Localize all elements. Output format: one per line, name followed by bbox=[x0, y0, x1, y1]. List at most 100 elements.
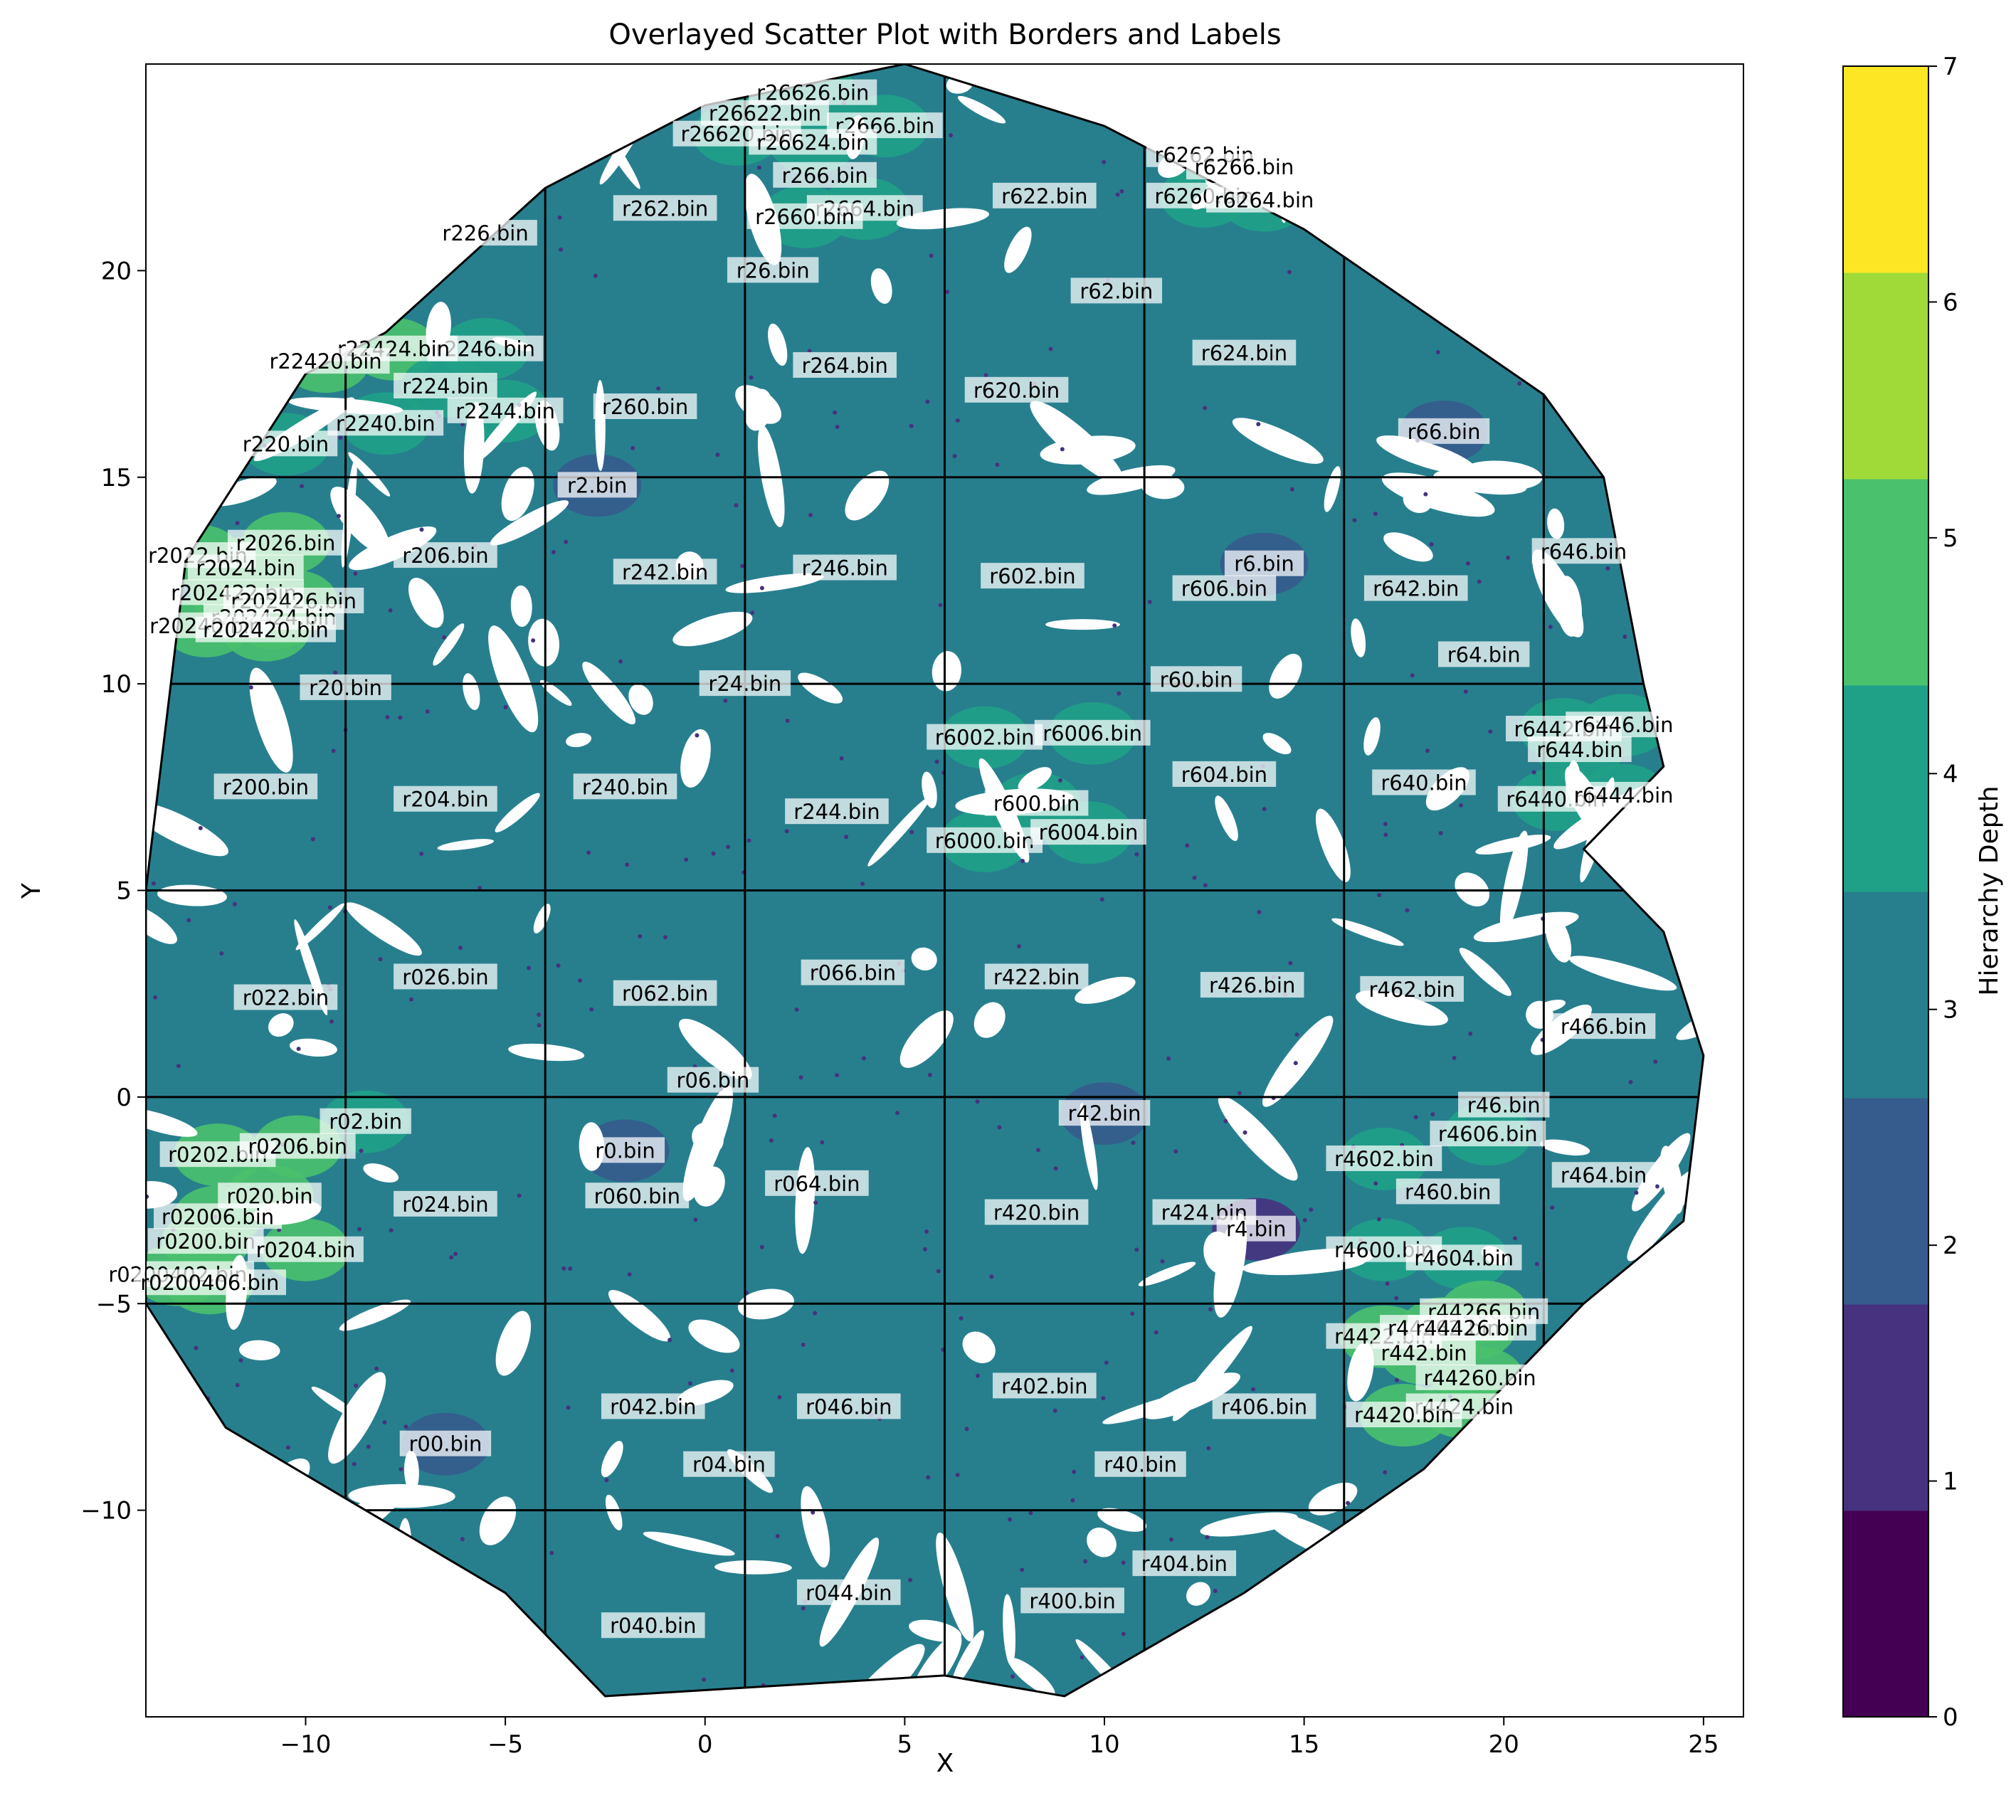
region-label: r204.bin bbox=[394, 785, 497, 812]
region-label: r64.bin bbox=[1437, 641, 1530, 667]
region-label: r046.bin bbox=[797, 1393, 901, 1419]
region-label-text: r26624.bin bbox=[756, 130, 869, 154]
region-label-text: r040.bin bbox=[610, 1614, 696, 1638]
region-label: r2.bin bbox=[557, 472, 637, 498]
region-label: r040.bin bbox=[601, 1612, 705, 1639]
region-label: r606.bin bbox=[1172, 575, 1277, 601]
region-label-text: r466.bin bbox=[1561, 1015, 1647, 1039]
region-label: r200.bin bbox=[213, 773, 318, 800]
region-label: r220.bin bbox=[233, 430, 338, 457]
region-label: r260.bin bbox=[593, 393, 697, 420]
region-label: r224.bin bbox=[394, 372, 497, 398]
region-label: r266.bin bbox=[773, 162, 877, 188]
colorbar-band bbox=[1843, 273, 1928, 480]
region-label: r2024.bin bbox=[187, 554, 304, 581]
region-label-text: r64.bin bbox=[1447, 642, 1521, 667]
region-label: r042.bin bbox=[601, 1393, 705, 1419]
region-label-text: r202420.bin bbox=[203, 618, 329, 642]
region-label: r42.bin bbox=[1058, 1100, 1151, 1126]
region-label-text: r240.bin bbox=[582, 775, 668, 799]
region-label-text: r622.bin bbox=[1001, 184, 1087, 208]
region-label: r6444.bin bbox=[1566, 781, 1682, 808]
region-label: r462.bin bbox=[1360, 975, 1464, 1002]
region-label: r060.bin bbox=[585, 1183, 690, 1209]
region-label-text: r06.bin bbox=[677, 1069, 750, 1093]
region-label-text: r642.bin bbox=[1373, 577, 1459, 601]
region-label: r0200.bin bbox=[147, 1228, 264, 1254]
region-label: r066.bin bbox=[801, 959, 905, 985]
region-label: r624.bin bbox=[1192, 339, 1297, 366]
colorbar-band bbox=[1843, 1304, 1928, 1511]
region-label: r226.bin bbox=[433, 220, 537, 246]
region-label-text: r46.bin bbox=[1467, 1093, 1541, 1117]
colorbar-tick-label: 0 bbox=[1943, 1703, 1958, 1732]
region-label: r640.bin bbox=[1372, 769, 1476, 795]
region-label: r622.bin bbox=[993, 182, 1097, 208]
region-label: r02006.bin bbox=[154, 1203, 283, 1229]
region-label-text: r646.bin bbox=[1541, 539, 1627, 564]
region-label-text: r6002.bin bbox=[935, 726, 1035, 750]
region-label-text: r6446.bin bbox=[1574, 713, 1674, 737]
region-label: r602.bin bbox=[981, 563, 1084, 589]
region-label: r6004.bin bbox=[1030, 819, 1146, 845]
region-label: r46.bin bbox=[1458, 1091, 1550, 1118]
region-label: r62.bin bbox=[1070, 277, 1163, 304]
region-label-text: r40.bin bbox=[1104, 1453, 1177, 1477]
region-label-text: r460.bin bbox=[1405, 1180, 1491, 1204]
region-label-text: r600.bin bbox=[993, 792, 1080, 816]
y-tick-label: 5 bbox=[116, 877, 132, 906]
colorbar-band bbox=[1843, 66, 1928, 273]
region-label-text: r22420.bin bbox=[269, 349, 381, 374]
region-label-text: r246.bin bbox=[802, 556, 888, 581]
region-label: r6446.bin bbox=[1566, 711, 1682, 738]
region-label-text: r0200.bin bbox=[156, 1229, 255, 1254]
colorbar-band bbox=[1843, 1511, 1928, 1718]
x-tick-label: 15 bbox=[1289, 1730, 1319, 1759]
region-label-text: r462.bin bbox=[1368, 978, 1455, 1002]
region-label-text: r244.bin bbox=[793, 800, 880, 824]
region-label: r406.bin bbox=[1212, 1393, 1316, 1419]
y-tick-label: 0 bbox=[116, 1084, 132, 1112]
region-label-text: r226.bin bbox=[442, 221, 528, 245]
region-label: r604.bin bbox=[1172, 761, 1277, 787]
region-label: r06.bin bbox=[667, 1067, 759, 1093]
region-label: r246.bin bbox=[793, 554, 897, 581]
x-tick-label: 20 bbox=[1489, 1730, 1519, 1759]
region-label: r442.bin bbox=[1372, 1339, 1476, 1365]
colorbar-band bbox=[1843, 892, 1928, 1099]
region-label: r2660.bin bbox=[746, 203, 863, 229]
region-label: r242.bin bbox=[613, 559, 717, 585]
region-label: r064.bin bbox=[765, 1170, 869, 1196]
region-label-text: r24.bin bbox=[708, 672, 781, 696]
region-label-text: r604.bin bbox=[1181, 763, 1267, 787]
x-tick-label: −10 bbox=[280, 1730, 332, 1759]
region-label: r6.bin bbox=[1224, 550, 1304, 576]
y-tick-label: 10 bbox=[101, 670, 132, 699]
x-tick-label: 5 bbox=[897, 1730, 913, 1759]
region-label-text: r02006.bin bbox=[162, 1205, 274, 1229]
region-label: r642.bin bbox=[1363, 575, 1468, 601]
region-label: r02.bin bbox=[320, 1108, 411, 1134]
colorbar-ticks: 0 1 2 3 4 5 6 7 bbox=[1928, 53, 1958, 1732]
region-label: r206.bin bbox=[394, 542, 497, 568]
region-label-text: r224.bin bbox=[402, 374, 488, 398]
region-label-text: r60.bin bbox=[1160, 667, 1233, 692]
region-label: r44426.bin bbox=[1408, 1315, 1536, 1341]
region-label: r402.bin bbox=[993, 1372, 1097, 1399]
region-label-text: r2244.bin bbox=[455, 399, 555, 423]
region-label: r620.bin bbox=[964, 376, 1069, 403]
region-label: r44260.bin bbox=[1415, 1364, 1544, 1390]
region-label: r4604.bin bbox=[1405, 1244, 1522, 1271]
colorbar-label: Hierarchy Depth bbox=[1975, 785, 2004, 995]
x-tick-label: 0 bbox=[697, 1730, 713, 1759]
region-label-text: r260.bin bbox=[602, 395, 688, 419]
region-label-text: r26.bin bbox=[737, 258, 810, 282]
region-label-text: r6006.bin bbox=[1043, 721, 1142, 746]
colorbar bbox=[1842, 65, 1929, 1718]
region-label-text: r064.bin bbox=[774, 1172, 860, 1196]
colorbar-tick-label: 3 bbox=[1943, 996, 1958, 1025]
region-label-text: r6444.bin bbox=[1574, 783, 1674, 808]
region-label: r024.bin bbox=[394, 1190, 497, 1217]
region-label-text: r602.bin bbox=[989, 564, 1075, 588]
region-label-text: r044.bin bbox=[806, 1581, 892, 1605]
